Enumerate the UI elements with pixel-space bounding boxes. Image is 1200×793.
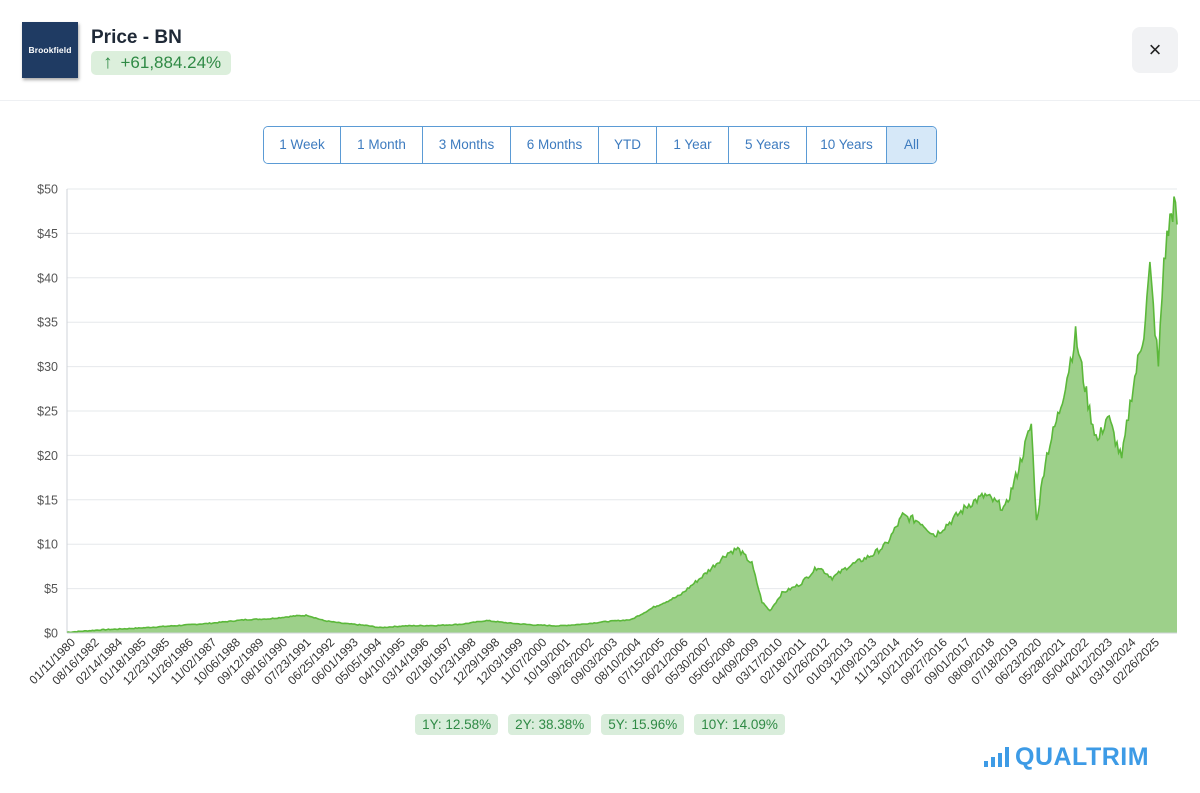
range-ytd-button[interactable]: YTD	[599, 127, 657, 163]
y-tick-label: $15	[37, 493, 58, 507]
y-tick-label: $40	[37, 271, 58, 285]
header: Brookfield Price - BN ↑ +61,884.24% ×	[0, 0, 1200, 101]
company-logo: Brookfield	[22, 22, 78, 78]
y-tick-label: $0	[44, 627, 58, 641]
arrow-up-icon: ↑	[103, 52, 113, 73]
close-button[interactable]: ×	[1132, 27, 1178, 73]
stat-5y: 5Y: 15.96%	[601, 714, 685, 735]
y-tick-label: $45	[37, 227, 58, 241]
bars-icon	[984, 747, 1009, 767]
change-badge: ↑ +61,884.24%	[91, 51, 232, 75]
y-tick-label: $20	[37, 449, 58, 463]
qualtrim-logo: QUALTRIM	[984, 743, 1149, 771]
brand-name: QUALTRIM	[1015, 742, 1150, 771]
y-tick-label: $10	[37, 538, 58, 552]
y-tick-label: $30	[37, 360, 58, 374]
close-icon: ×	[1148, 37, 1162, 62]
range-1-month-button[interactable]: 1 Month	[341, 127, 423, 163]
return-stats: 1Y: 12.58% 2Y: 38.38% 5Y: 15.96% 10Y: 14…	[0, 714, 1200, 735]
range-10-years-button[interactable]: 10 Years	[807, 127, 887, 163]
price-chart: $0$5$10$15$20$25$30$35$40$45$5001/11/198…	[26, 183, 1178, 688]
range-5-years-button[interactable]: 5 Years	[729, 127, 807, 163]
y-tick-label: $50	[37, 183, 58, 197]
price-area	[67, 196, 1177, 633]
change-percent: +61,884.24%	[120, 53, 222, 72]
y-tick-label: $5	[44, 582, 58, 596]
range-3-months-button[interactable]: 3 Months	[423, 127, 511, 163]
range-all-button[interactable]: All	[887, 127, 936, 163]
stat-2y: 2Y: 38.38%	[508, 714, 592, 735]
range-1-year-button[interactable]: 1 Year	[657, 127, 729, 163]
range-selector: 1 Week 1 Month 3 Months 6 Months YTD 1 Y…	[263, 126, 937, 164]
stat-10y: 10Y: 14.09%	[694, 714, 785, 735]
page-title: Price - BN	[91, 27, 182, 48]
price-line	[66, 196, 1178, 634]
stat-1y: 1Y: 12.58%	[415, 714, 499, 735]
range-6-months-button[interactable]: 6 Months	[511, 127, 599, 163]
y-tick-label: $35	[37, 316, 58, 330]
y-tick-label: $25	[37, 405, 58, 419]
range-1-week-button[interactable]: 1 Week	[264, 127, 341, 163]
